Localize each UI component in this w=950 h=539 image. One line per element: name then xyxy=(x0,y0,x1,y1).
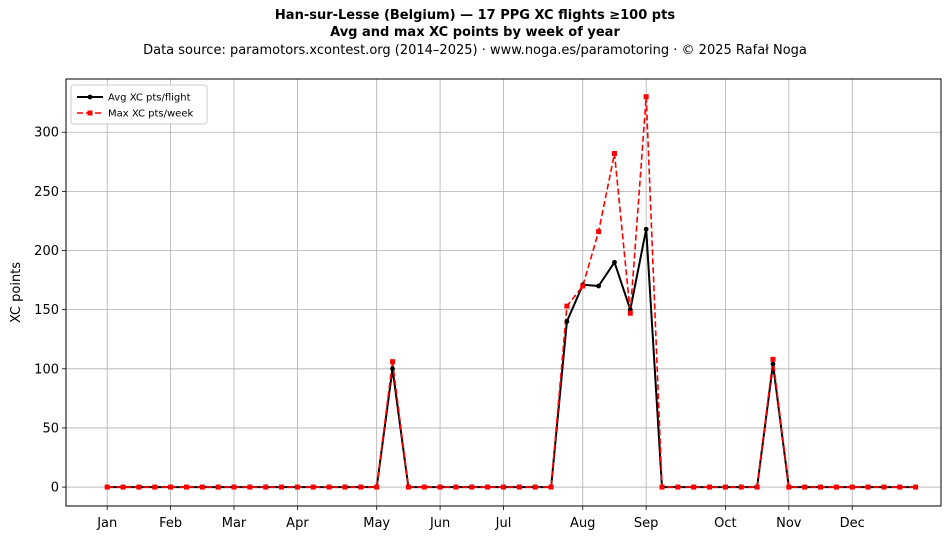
data-point xyxy=(453,484,459,490)
x-tick-label: Jun xyxy=(429,516,450,531)
data-point xyxy=(231,484,237,490)
data-point xyxy=(390,359,396,365)
x-tick-label: Oct xyxy=(714,516,736,531)
x-tick-label: Aug xyxy=(570,516,595,531)
data-point xyxy=(358,484,364,490)
data-point xyxy=(390,366,395,372)
data-point xyxy=(659,484,665,490)
x-tick-label: Sep xyxy=(634,516,659,531)
data-point xyxy=(611,151,617,157)
data-point xyxy=(802,484,808,490)
grid-lines xyxy=(66,79,941,506)
legend-box xyxy=(70,84,208,125)
legend-label: Avg XC pts/flight xyxy=(108,93,191,104)
data-point xyxy=(643,226,649,232)
x-tick-label: Nov xyxy=(776,516,802,531)
x-tick-label: Jul xyxy=(495,516,512,531)
data-point xyxy=(627,310,633,316)
legend-marker xyxy=(87,110,93,116)
data-point xyxy=(374,484,380,490)
data-point xyxy=(532,484,538,490)
data-point xyxy=(405,484,411,490)
data-point xyxy=(913,484,919,490)
y-tick-label: 50 xyxy=(42,421,59,436)
data-point xyxy=(770,356,776,362)
data-point xyxy=(152,484,158,490)
y-tick-label: 300 xyxy=(34,126,59,141)
data-point xyxy=(183,484,189,490)
data-point xyxy=(421,484,427,490)
series-layer xyxy=(104,94,919,490)
data-point xyxy=(342,484,348,490)
data-point xyxy=(754,484,760,490)
data-point xyxy=(722,484,728,490)
data-point xyxy=(247,484,253,490)
data-point xyxy=(897,484,903,490)
data-point xyxy=(881,484,887,490)
y-tick-label: 0 xyxy=(51,481,59,496)
data-point xyxy=(168,484,174,490)
data-point xyxy=(199,484,205,490)
chart-source-note: Data source: paramotors.xcontest.org (20… xyxy=(143,43,807,58)
data-point xyxy=(548,484,554,490)
x-axis: Jan Feb Mar Apr May Jun Jul Aug Sep Oct Nov Dec xyxy=(96,506,865,531)
data-point xyxy=(738,484,744,490)
data-point xyxy=(136,484,142,490)
chart-subtitle: Avg and max XC points by week of year xyxy=(330,25,620,40)
data-point xyxy=(279,484,285,490)
data-point xyxy=(580,283,586,289)
x-tick-label: Dec xyxy=(840,516,865,531)
y-tick-label: 200 xyxy=(34,244,59,259)
data-point xyxy=(516,484,522,490)
data-point xyxy=(310,484,316,490)
data-point xyxy=(865,484,871,490)
data-point xyxy=(326,484,332,490)
data-point xyxy=(120,484,126,490)
data-point xyxy=(501,484,506,490)
data-point xyxy=(770,361,776,367)
data-point xyxy=(294,484,300,490)
data-point xyxy=(707,484,713,490)
data-point xyxy=(691,484,697,490)
data-point xyxy=(786,484,792,490)
x-tick-label: Apr xyxy=(286,516,309,531)
data-point xyxy=(437,484,443,490)
x-tick-label: Feb xyxy=(159,516,182,531)
chart-title: Han-sur-Lesse (Belgium) — 17 PPG XC flig… xyxy=(274,8,676,23)
data-point xyxy=(849,484,855,490)
data-point xyxy=(596,229,602,235)
y-axis: 0 50 100 150 200 250 300 xyxy=(34,126,66,496)
series-line xyxy=(107,95,916,488)
data-point xyxy=(612,259,617,265)
data-point xyxy=(675,484,681,490)
legend: Avg XC pts/flight Max XC pts/week xyxy=(70,84,208,125)
legend-label: Max XC pts/week xyxy=(108,109,193,120)
x-tick-label: Jan xyxy=(96,516,117,531)
data-point xyxy=(564,319,570,324)
data-point xyxy=(263,484,269,490)
x-tick-label: May xyxy=(363,516,390,531)
data-point xyxy=(596,283,602,289)
data-point xyxy=(833,484,839,490)
data-point xyxy=(818,484,824,490)
y-tick-label: 150 xyxy=(34,303,59,318)
y-axis-label: XC points xyxy=(9,262,24,323)
series-line xyxy=(107,228,916,489)
x-tick-label: Mar xyxy=(222,516,247,531)
data-point xyxy=(643,94,649,100)
legend-marker xyxy=(87,94,93,100)
data-point xyxy=(485,484,491,490)
y-tick-label: 250 xyxy=(34,185,59,200)
data-point xyxy=(564,303,570,309)
data-point xyxy=(104,484,110,490)
y-tick-label: 100 xyxy=(34,362,59,377)
data-point xyxy=(215,484,221,490)
data-point xyxy=(469,484,475,490)
